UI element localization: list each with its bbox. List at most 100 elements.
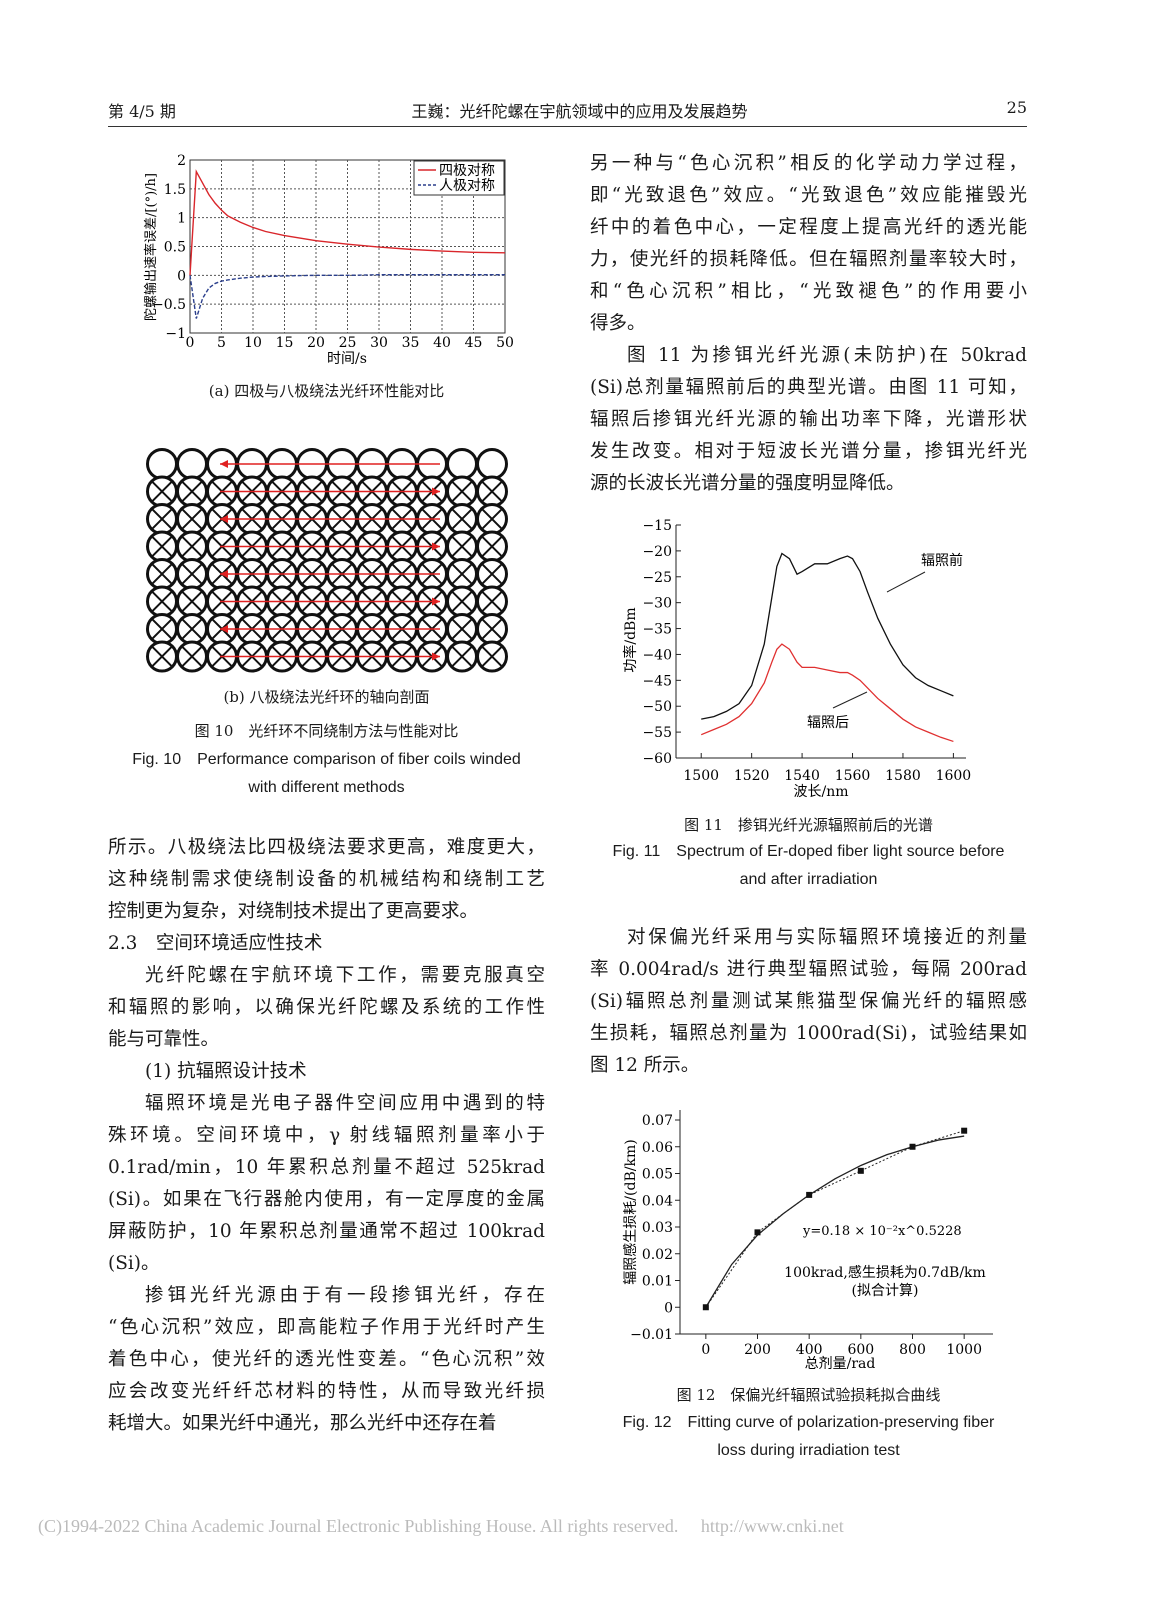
cross-mark [481, 645, 503, 668]
x-tick-label: 25 [339, 335, 357, 351]
data-point [754, 1229, 761, 1236]
fig10a-subcaption: (a) 四极与八极绕法光纤环性能对比 [208, 382, 445, 400]
paragraph-line: 率 0.004rad/s 进行典型辐照试验，每隔 200rad [590, 959, 1027, 980]
x-tick-label: 1560 [835, 768, 871, 784]
x-tick-label: 1520 [734, 768, 770, 784]
x-tick-label: 1580 [885, 768, 921, 784]
y-axis-label: 功率/dBm [622, 607, 639, 672]
arrow-head [220, 625, 228, 633]
annotation: (拟合计算) [852, 1283, 919, 1299]
paragraph-line: 图 12 所示。 [590, 1055, 700, 1076]
x-tick-label: 45 [465, 335, 483, 351]
cross-mark [181, 535, 203, 558]
y-tick-label: −1 [165, 326, 186, 342]
right-column-text-top: 另一种与“色心沉积”相反的化学动力学过程， 即“光致退色”效应。“光致退色”效应能… [590, 148, 1027, 500]
paragraph-line: 图 11 为掺铒光纤光源(未防护)在 50krad [627, 345, 1027, 366]
series-label-before: 辐照前 [921, 552, 963, 569]
fig11-caption-en: Fig. 11 Spectrum of Er-doped fiber light… [590, 838, 1027, 894]
y-tick-label: 0.05 [642, 1167, 673, 1183]
y-tick-label: 1 [177, 211, 186, 227]
paragraph-line: 辐照环境是光电子器件空间应用中遇到的特 [145, 1093, 545, 1114]
caption-line: Fig. 10 Performance comparison of fiber … [132, 751, 521, 768]
y-tick-label: 0 [664, 1300, 673, 1316]
fiber-turn [146, 448, 178, 480]
arrow-head [432, 542, 440, 551]
fig11-caption-cn: 图 11 掺铒光纤光源辐照前后的光谱 [684, 816, 933, 834]
fiber-turn [446, 448, 478, 480]
cross-mark [181, 618, 203, 640]
x-tick-label: 15 [276, 335, 294, 351]
cross-mark [151, 645, 173, 668]
page-number: 25 [1006, 98, 1027, 117]
cross-mark [151, 508, 173, 530]
x-tick-label: 1500 [683, 768, 719, 784]
fig12-caption-en: Fig. 12 Fitting curve of polarization-pr… [590, 1409, 1027, 1465]
y-tick-label: 0 [177, 268, 186, 284]
header-title: 王巍：光纤陀螺在宇航领域中的应用及发展趋势 [411, 102, 748, 121]
cross-mark [181, 480, 203, 503]
legend-label: 四极对称 [439, 163, 495, 179]
y-tick-label: −25 [642, 570, 672, 586]
fiber-turn [476, 448, 508, 480]
cross-mark [151, 563, 173, 585]
y-tick-label: −35 [642, 622, 672, 638]
x-tick-label: 800 [899, 1342, 926, 1358]
paragraph-line: 发生改变。相对于短波长光谱分量，掺铒光纤光 [590, 441, 1027, 462]
caption-line: and after irradiation [739, 871, 878, 888]
y-tick-label: −50 [642, 699, 672, 715]
paragraph-line: 所示。八极绕法比四极绕法要求更高，难度更大， [108, 837, 545, 858]
x-tick-label: 1540 [784, 768, 820, 784]
series-line-1 [189, 274, 505, 319]
y-tick-label: 0.04 [642, 1193, 673, 1209]
paragraph-line: 对保偏光纤采用与实际辐照环境接近的剂量 [627, 927, 1027, 948]
cross-mark [451, 590, 473, 613]
y-axis-label: 陀螺输出速率误差/[(°)/h] [143, 173, 159, 321]
cross-mark [451, 645, 473, 668]
x-axis-label: 总剂量/rad [805, 1356, 876, 1372]
paragraph-line: 着色中心，使光纤的透光性变差。“色心沉积”效 [108, 1349, 545, 1370]
caption-line: Fig. 11 Spectrum of Er-doped fiber light… [612, 843, 1005, 860]
data-point [806, 1191, 813, 1198]
x-tick-label: 0 [186, 335, 195, 351]
cross-mark [151, 535, 173, 558]
fig12-chart: 0.07 0.06 0.05 0.04 0.03 0.02 0.01 0 −0.01 0 200 40… [622, 1110, 993, 1372]
data-point [961, 1127, 968, 1134]
y-tick-label: −0.01 [630, 1327, 673, 1343]
y-tick-label: 0.01 [642, 1274, 673, 1290]
legend-label: 人极对称 [439, 178, 495, 194]
y-tick-label: −30 [642, 596, 672, 612]
paragraph-line: (Si)。如果在飞行器舱内使用，有一定厚度的金属 [108, 1189, 545, 1210]
cross-mark [451, 618, 473, 640]
fig11-chart: −15 −20 −25 −30 −35 −40 −45 −50 −55 −60 1500 1520 15… [622, 518, 971, 800]
paragraph-line: 辐照后掺铒光纤光源的输出功率下降，光谱形状 [590, 409, 1027, 430]
paragraph-line: 殊环境。空间环境中，γ 射线辐照剂量率小于 [108, 1125, 545, 1146]
legend-box [413, 160, 505, 196]
x-tick-label: 400 [796, 1342, 823, 1358]
cross-mark [451, 563, 473, 585]
annotation: 100krad,感生损耗为0.7dB/km [784, 1264, 986, 1281]
paragraph-line: 纤中的着色中心，一定程度上提高光纤的透光能 [590, 217, 1027, 238]
y-tick-label: 1.5 [164, 182, 186, 198]
series-line-0 [189, 169, 506, 276]
cross-mark [181, 645, 203, 668]
x-tick-label: 20 [307, 335, 325, 351]
caption-line: loss during irradiation test [717, 1442, 900, 1459]
x-tick-label: 30 [370, 335, 388, 351]
series-line-1 [700, 643, 954, 743]
cross-mark [481, 618, 503, 640]
cross-mark [481, 480, 503, 503]
paragraph-line: 屏蔽防护，10 年累积总剂量通常不超过 100krad [108, 1221, 545, 1242]
y-axis-label: 辐照感生损耗/(dB/km) [622, 1139, 639, 1284]
y-tick-label: 0.07 [642, 1113, 673, 1129]
paragraph-line: 光纤陀螺在宇航环境下工作，需要克服真空 [145, 965, 545, 986]
right-column-text-mid: 对保偏光纤采用与实际辐照环境接近的剂量率 0.004rad/s 进行典型辐照试验… [590, 922, 1027, 1082]
section-heading: 2.3 空间环境适应性技术 [108, 933, 323, 954]
fig10-caption-en: Fig. 10 Performance comparison of fiber … [108, 746, 545, 802]
paragraph-line: 掺铒光纤光源由于有一段掺铒光纤，存在 [145, 1285, 545, 1306]
y-tick-label: 0.03 [642, 1220, 673, 1236]
data-point [702, 1304, 709, 1311]
cross-mark [151, 590, 173, 613]
arrow-head [220, 515, 228, 523]
paragraph-line: 和“色心沉积”相比，“光致褪色”的作用要小 [590, 281, 1027, 302]
